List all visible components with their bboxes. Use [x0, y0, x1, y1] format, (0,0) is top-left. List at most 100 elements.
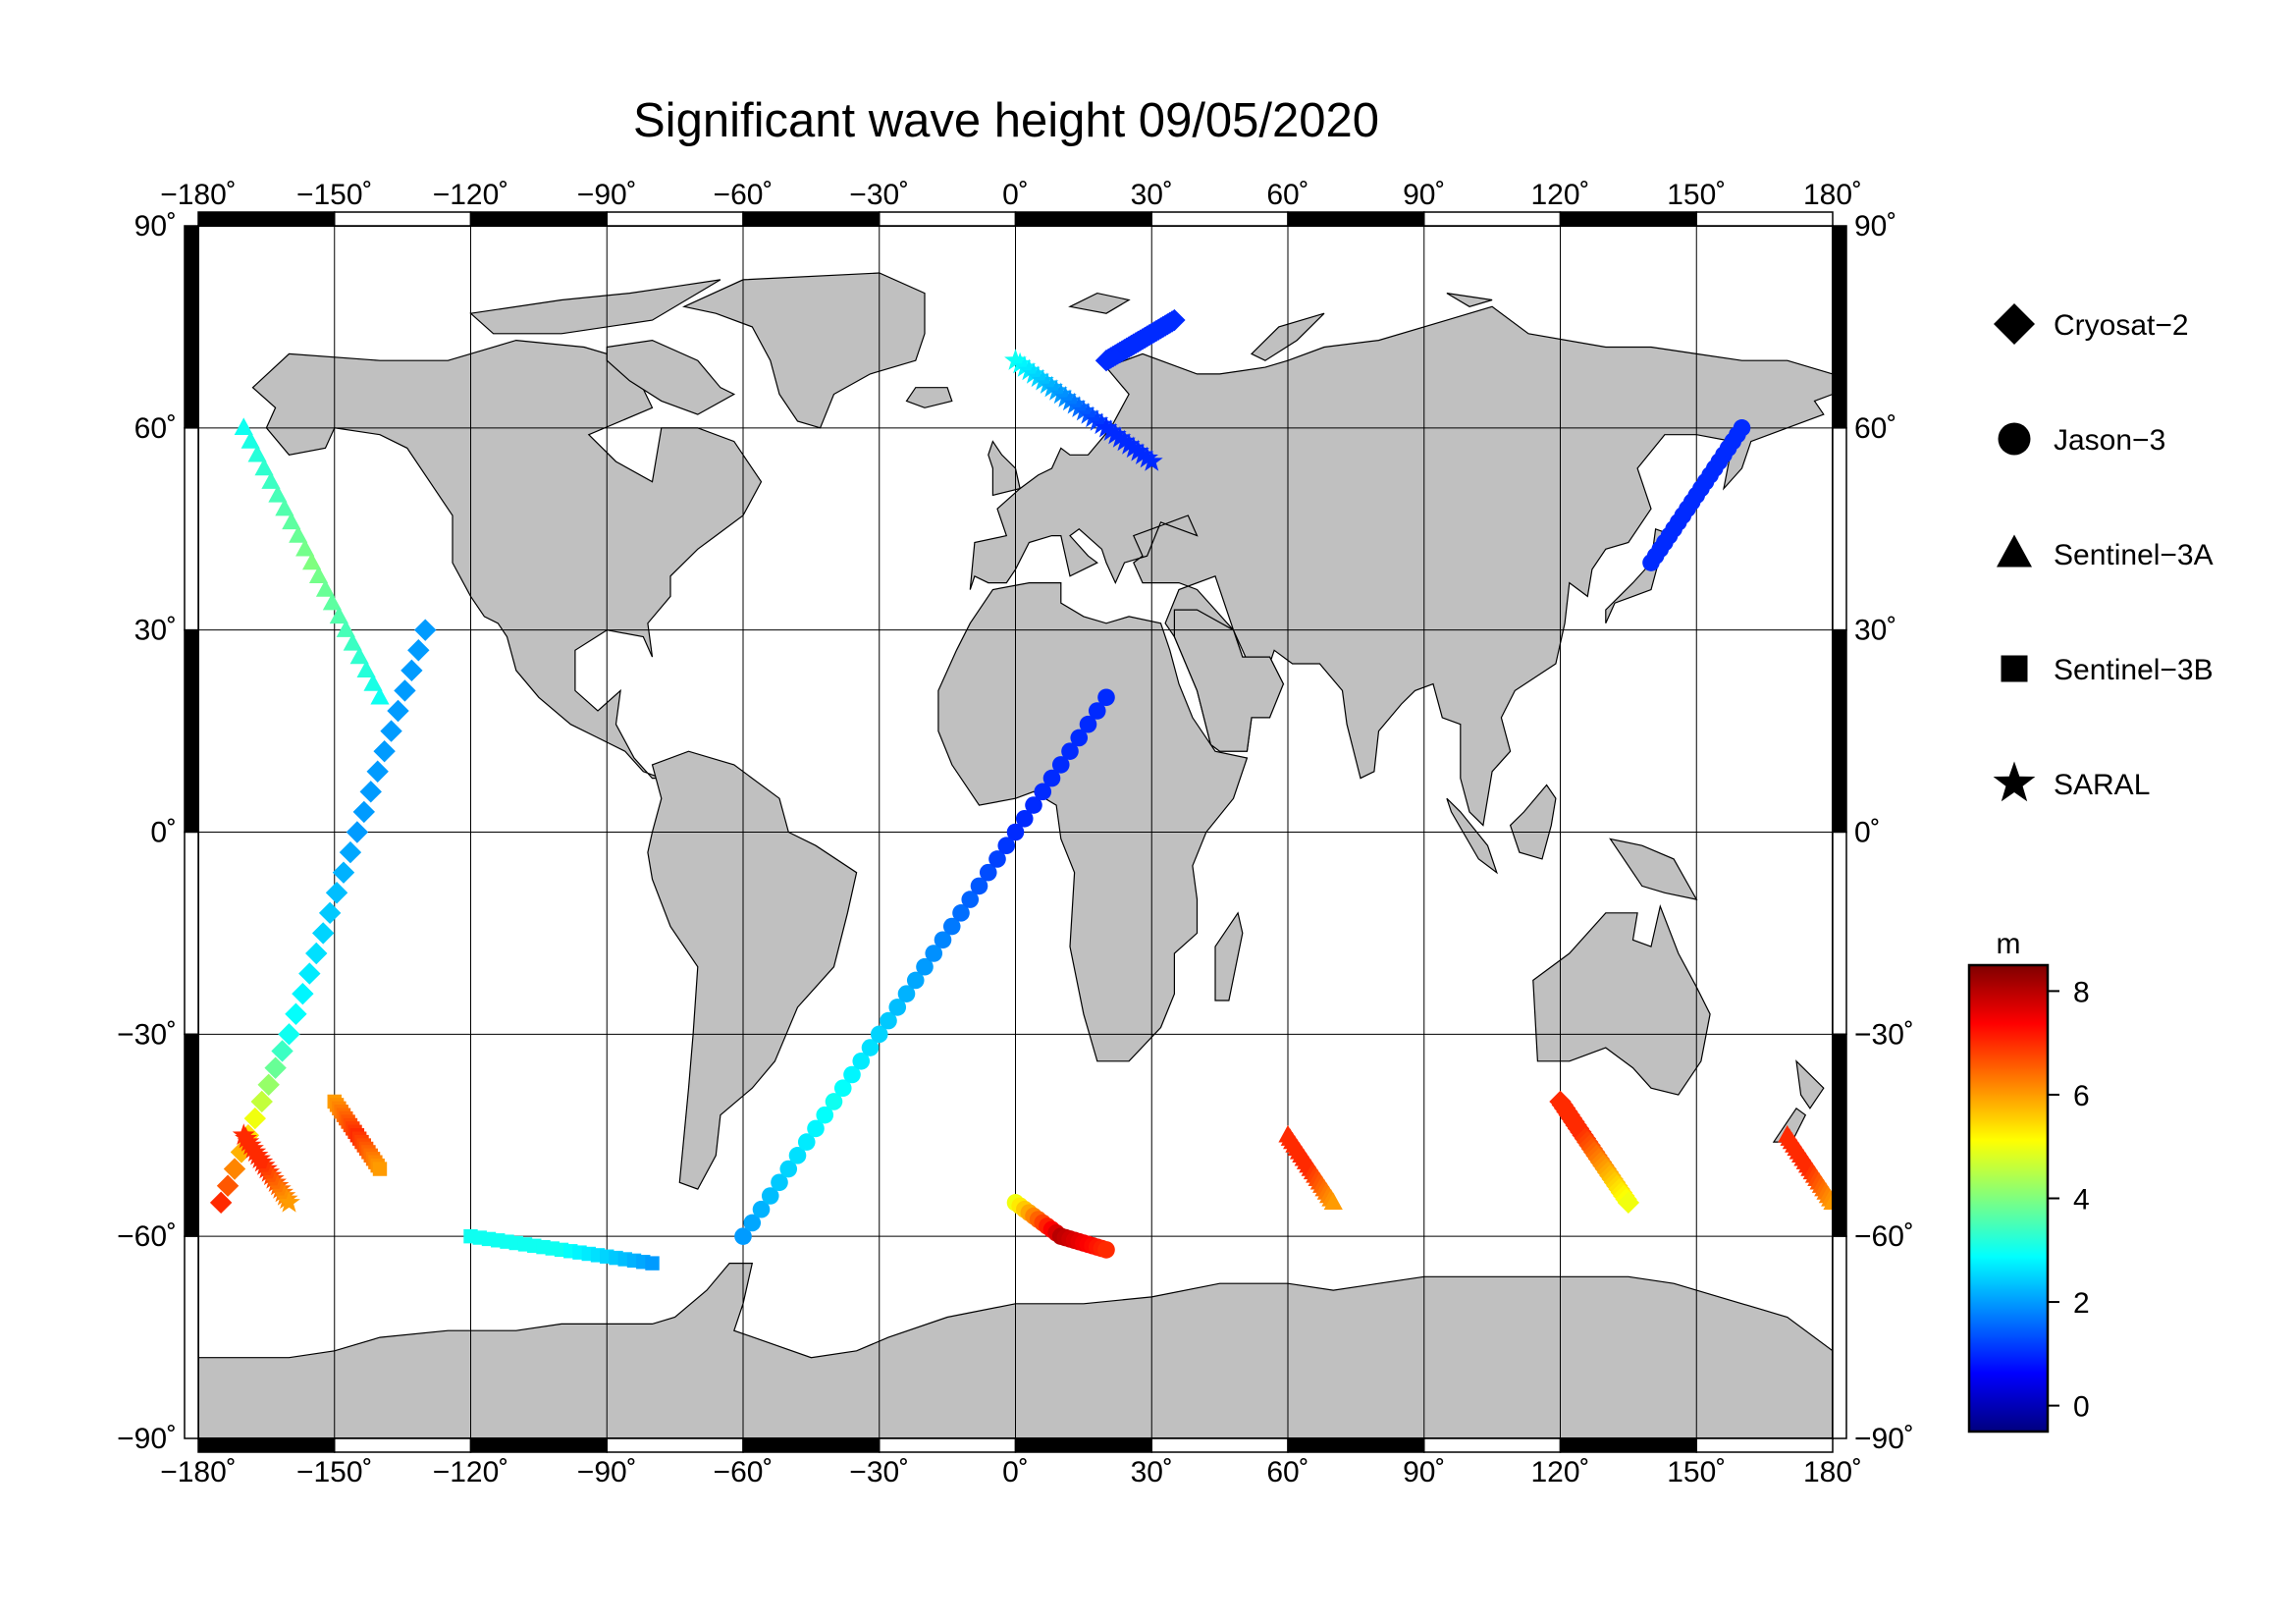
track-point — [250, 1090, 273, 1113]
axis-ticks: −180˚ −180˚ −150˚ −150˚ −120˚ −120˚ −90˚ −90˚ −6… — [117, 179, 1914, 1488]
frame-band-top — [1014, 211, 1152, 227]
track-point — [268, 485, 288, 503]
track-point — [833, 1079, 852, 1098]
track-point — [988, 850, 1006, 868]
track-point — [888, 999, 907, 1016]
track-point — [1058, 389, 1082, 411]
track-point — [343, 632, 362, 651]
lon-tick-label-bottom: 150˚ — [1667, 1456, 1726, 1488]
track-point — [1122, 436, 1146, 459]
land-canada-arctic — [469, 279, 721, 335]
frame-band-bottom — [469, 1437, 608, 1453]
lon-tick-label-top: 180˚ — [1803, 179, 1862, 211]
lon-tick-label-top: 120˚ — [1530, 179, 1589, 211]
track-point — [223, 1158, 246, 1180]
track-point — [1013, 355, 1037, 377]
legend-label: SARAL — [2054, 769, 2150, 801]
track-point — [1044, 379, 1068, 401]
land-iceland — [905, 387, 953, 408]
lon-tick-label-bottom: −150˚ — [296, 1456, 373, 1488]
track-point — [1079, 715, 1097, 733]
track-point — [302, 552, 322, 570]
frame-band-top — [606, 211, 744, 227]
land-baffin-island — [606, 339, 736, 415]
track-point — [318, 901, 342, 925]
track-point — [779, 1160, 798, 1178]
lon-tick-label-top: 60˚ — [1266, 179, 1308, 211]
track-point — [1015, 809, 1034, 828]
lon-tick-label-bottom: −90˚ — [577, 1456, 637, 1488]
track-point — [209, 1191, 233, 1215]
track-point — [332, 861, 355, 884]
track-point — [743, 1214, 762, 1232]
colorbar-tick-label: 6 — [2073, 1080, 2090, 1112]
land-arabia — [1173, 609, 1285, 752]
legend-item: SARAL — [1993, 761, 2150, 802]
track-point — [261, 471, 281, 489]
lat-tick-label-right: −60˚ — [1854, 1220, 1914, 1253]
track-point — [373, 739, 396, 763]
diamond-icon — [1994, 303, 2035, 345]
track-point — [979, 863, 997, 882]
track-point — [400, 659, 423, 682]
lon-tick-label-top: −150˚ — [296, 179, 373, 211]
land-svalbard — [1068, 292, 1131, 314]
track-point — [295, 538, 315, 557]
track-point — [1027, 365, 1049, 388]
lon-tick-label-bottom: 30˚ — [1131, 1456, 1173, 1488]
frame-band-right — [1832, 1235, 1847, 1439]
track-point — [1140, 450, 1163, 471]
track-point — [394, 679, 416, 702]
track-point — [414, 619, 437, 641]
frame-band-bottom — [197, 1437, 336, 1453]
track-point — [234, 417, 253, 436]
lon-tick-label-bottom: 90˚ — [1403, 1456, 1445, 1488]
track-point — [278, 1023, 300, 1046]
track-point — [257, 1073, 280, 1096]
track-point — [372, 1162, 388, 1176]
track-point — [916, 957, 934, 976]
track-point — [1131, 443, 1154, 464]
track-point — [942, 917, 961, 936]
frame-band-bottom — [1014, 1437, 1152, 1453]
track-point — [1103, 422, 1127, 445]
track-point — [282, 512, 301, 530]
land-sumatra — [1446, 797, 1498, 875]
frame-band-bottom — [1423, 1437, 1562, 1453]
lon-tick-label-top: −90˚ — [577, 179, 637, 211]
track-point — [278, 1190, 300, 1213]
track-point — [816, 1106, 834, 1124]
track-point — [298, 962, 321, 985]
track-point — [934, 931, 952, 949]
track-point — [1163, 308, 1186, 332]
land-borneo — [1509, 784, 1557, 860]
track-point — [1054, 386, 1077, 407]
lat-tick-label-right: −90˚ — [1854, 1423, 1914, 1455]
frame-band-bottom — [1287, 1437, 1425, 1453]
track-point — [322, 592, 343, 611]
track-point — [407, 639, 430, 662]
track-point — [336, 620, 355, 637]
colorbar-tick-label: 8 — [2073, 976, 2090, 1008]
track-point — [366, 760, 389, 783]
colorbar-unit: m — [1997, 928, 2021, 960]
frame-band-bottom — [742, 1437, 881, 1453]
track-point — [305, 942, 328, 965]
track-point — [1036, 372, 1059, 394]
lon-tick-label-top: −30˚ — [849, 179, 909, 211]
track-point — [1070, 729, 1089, 747]
track-point — [1072, 399, 1095, 421]
lon-tick-label-top: −120˚ — [433, 179, 509, 211]
track-point — [292, 982, 314, 1005]
frame-band-top — [334, 211, 472, 227]
lon-tick-label-top: 90˚ — [1403, 179, 1445, 211]
frame-band-left — [184, 628, 199, 834]
track-point — [1136, 446, 1158, 468]
track-point — [1095, 415, 1118, 438]
lon-tick-label-top: 0˚ — [1002, 179, 1029, 211]
track-point — [1067, 396, 1091, 417]
lat-tick-label-right: 0˚ — [1854, 817, 1881, 849]
frame-band-bottom — [334, 1437, 472, 1453]
legend: Cryosat−2 Jason−3 Sentinel−3A Sentinel−3B SA… — [1993, 303, 2214, 802]
frame-band-top — [197, 211, 336, 227]
